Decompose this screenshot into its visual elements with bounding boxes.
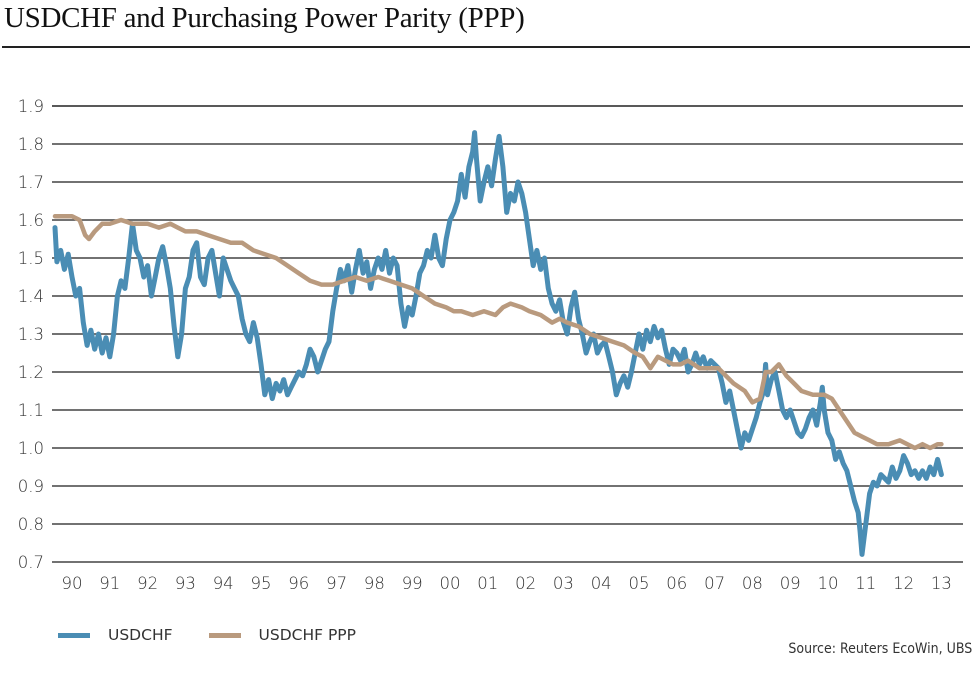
y-tick-label: 1.5: [18, 249, 44, 268]
x-tick-label: 93: [175, 574, 196, 593]
y-tick-label: 1.8: [18, 135, 44, 154]
chart-title: USDCHF and Purchasing Power Parity (PPP): [4, 2, 525, 34]
legend-swatch-usdchf: [58, 632, 90, 638]
x-tick-label: 07: [704, 574, 725, 593]
x-tick-label: 91: [99, 574, 120, 593]
x-tick-label: 95: [251, 574, 272, 593]
x-tick-label: 98: [364, 574, 385, 593]
x-tick-label: 09: [780, 574, 801, 593]
x-tick-label: 05: [629, 574, 650, 593]
x-tick-label: 08: [742, 574, 763, 593]
x-tick-label: 94: [213, 574, 234, 593]
y-tick-label: 1.4: [18, 287, 44, 306]
legend-label-usdchf-ppp: USDCHF PPP: [258, 626, 356, 644]
legend-item-usdchf: USDCHF: [58, 626, 173, 644]
y-tick-label: 0.8: [18, 515, 44, 534]
y-tick-label: 1.2: [18, 363, 44, 382]
x-tick-label: 04: [591, 574, 612, 593]
y-tick-label: 1.0: [18, 439, 44, 458]
x-axis-ticks: 90 91 92 93 94 95 96 97 98 99 00 01 02 03 04 05 06 07 08 09…: [62, 574, 952, 593]
x-tick-label: 96: [288, 574, 309, 593]
source-note: Source: Reuters EcoWin, UBS: [788, 641, 972, 657]
y-tick-label: 1.3: [18, 325, 44, 344]
y-tick-label: 1.1: [18, 401, 44, 420]
legend-swatch-usdchf-ppp: [208, 632, 241, 638]
y-axis-ticks: 1.9 1.8 1.7 1.6 1.5 1.4 1.3 1.2 1.1 1.0 0.9 0.8 0.7: [18, 97, 44, 572]
x-tick-label: 10: [818, 574, 839, 593]
series-lines: [52, 130, 944, 557]
x-tick-label: 01: [477, 574, 498, 593]
legend: USDCHF USDCHF PPP: [58, 626, 392, 644]
y-tick-label: 1.7: [18, 173, 44, 192]
x-tick-label: 00: [440, 574, 461, 593]
x-tick-label: 92: [137, 574, 158, 593]
series-line-usdchf-ppp: [52, 213, 944, 451]
x-tick-label: 13: [931, 574, 952, 593]
title-divider: [2, 46, 970, 48]
x-tick-label: 02: [515, 574, 536, 593]
y-tick-label: 1.9: [18, 97, 44, 116]
x-tick-label: 99: [402, 574, 423, 593]
y-tick-label: 0.9: [18, 477, 44, 496]
y-tick-label: 1.6: [18, 211, 44, 230]
legend-label-usdchf: USDCHF: [108, 626, 173, 644]
x-tick-label: 97: [326, 574, 347, 593]
legend-item-usdchf-ppp: USDCHF PPP: [208, 626, 356, 644]
x-tick-label: 06: [666, 574, 687, 593]
gridlines: [52, 105, 963, 563]
series-line-usdchf: [52, 130, 944, 557]
x-tick-label: 12: [893, 574, 914, 593]
y-tick-label: 0.7: [18, 553, 44, 572]
x-tick-label: 03: [553, 574, 574, 593]
x-tick-label: 11: [855, 574, 876, 593]
x-tick-label: 90: [62, 574, 83, 593]
